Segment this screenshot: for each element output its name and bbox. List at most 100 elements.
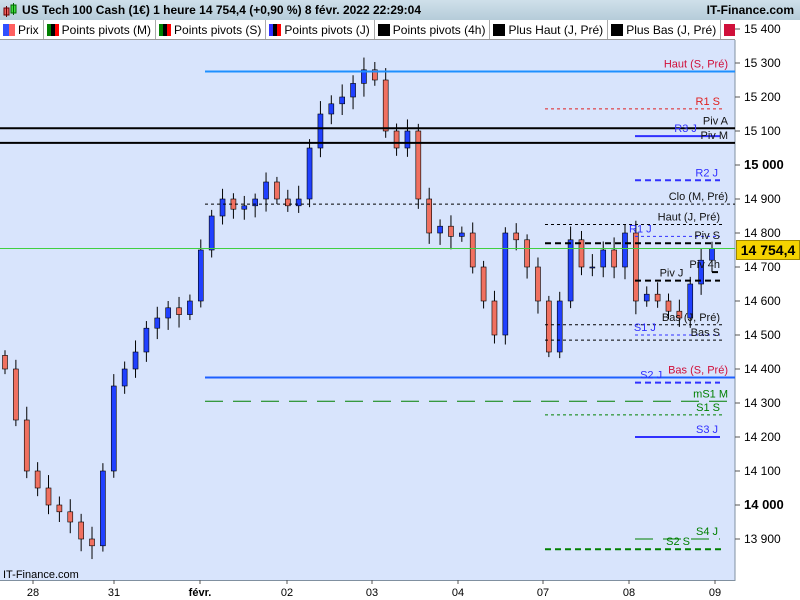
legend-item[interactable]: Points pivots (4h) [375, 20, 491, 39]
candle-body [219, 198, 226, 217]
candle-body [23, 419, 30, 472]
candle-body [513, 232, 520, 241]
candle-body [2, 355, 8, 370]
legend-swatch-icon [611, 23, 624, 36]
candle-body [393, 130, 400, 149]
y-tick-label: 14 500 [744, 328, 781, 342]
candle-body [502, 232, 509, 336]
candle-body [328, 103, 335, 115]
y-tick-label: 14 300 [744, 396, 781, 410]
y-tick-label: 14 100 [744, 464, 781, 478]
legend-swatch-icon [377, 23, 390, 36]
candle-body [295, 198, 302, 207]
candle-body [556, 300, 563, 353]
pivot-level-label: Bas (J, Pré) [662, 312, 720, 324]
candle-body [241, 205, 248, 210]
candle-body [567, 239, 574, 302]
legend-item[interactable]: Points pivots (J) [266, 20, 375, 39]
x-tick-label: 04 [452, 587, 464, 599]
legend-item[interactable]: Plus Bas (J, Pré) [608, 20, 722, 39]
candle-body [252, 198, 258, 207]
candle-body [654, 293, 661, 302]
candle-body [154, 317, 161, 329]
candle-body [469, 232, 476, 268]
legend-item[interactable]: Plus Haut (J, Pré) [490, 20, 609, 39]
candle-body [274, 181, 280, 200]
candle-body [143, 327, 150, 353]
legend-swatch-icon [269, 23, 282, 36]
candlestick-logo-icon [3, 3, 17, 17]
pivot-level-label: S2 J [640, 370, 662, 382]
legend-label: Points pivots (J) [284, 22, 370, 37]
candle-body [350, 83, 356, 98]
candle-body [110, 385, 117, 472]
legend-item[interactable]: Plus Haut (S, Pré) [721, 20, 735, 39]
legend-swatch-icon [46, 23, 59, 36]
pivot-level-label: R1 S [696, 96, 720, 108]
candle-body [197, 249, 204, 302]
legend-item[interactable]: Points pivots (S) [156, 20, 267, 39]
pivot-level-label: Bas (S, Pré) [668, 365, 728, 377]
x-tick-label: févr. [189, 587, 212, 599]
pivot-level-label: Piv S [694, 230, 720, 242]
pivot-level-label: Piv J [660, 268, 684, 280]
pivot-level-label: S1 J [634, 322, 656, 334]
candle-body [306, 147, 313, 200]
plot-area [0, 40, 735, 580]
candle-body [611, 249, 617, 268]
y-tick-label: 14 800 [744, 226, 781, 240]
candle-body [578, 239, 585, 268]
x-tick-label: 28 [27, 587, 39, 599]
x-tick-label: 02 [281, 587, 293, 599]
footer-brand: IT-Finance.com [3, 569, 79, 581]
candle-body [524, 239, 530, 268]
candle-body [317, 113, 324, 149]
legend-label: Prix [18, 22, 39, 37]
pivot-level-label: Piv 4h [689, 259, 720, 271]
chart-title: US Tech 100 Cash (1€) 1 heure 14 754,4 (… [22, 3, 422, 17]
candle-body [372, 69, 378, 81]
candle-body [208, 215, 215, 251]
candle-body [448, 225, 454, 237]
candle-body [67, 511, 74, 523]
candle-body [665, 300, 672, 312]
pivot-level-label: Piv A [703, 115, 729, 127]
candle-body [698, 259, 704, 285]
legend-label: Plus Bas (J, Pré) [626, 22, 717, 37]
candle-body [121, 368, 128, 387]
pivot-level-label: Haut (S, Pré) [664, 59, 728, 71]
y-tick-label: 14 700 [744, 260, 781, 274]
y-tick-label: 14 400 [744, 362, 781, 376]
pivot-level-label: R3 J [674, 123, 697, 135]
y-tick-label: 15 300 [744, 56, 781, 70]
candle-body [491, 300, 498, 336]
title-bar: US Tech 100 Cash (1€) 1 heure 14 754,4 (… [0, 0, 800, 20]
candle-body [426, 198, 433, 234]
pivot-level-label: S1 S [696, 402, 720, 414]
candle-body [361, 69, 367, 84]
candle-body [687, 283, 694, 319]
pivot-level-label: Bas S [691, 327, 720, 339]
legend-swatch-icon [493, 23, 506, 36]
last-price-label: 14 754,4 [736, 240, 800, 260]
candle-body [339, 96, 345, 105]
pivot-level-label: S2 S [666, 536, 690, 548]
pivot-level-label: Haut (J, Pré) [658, 212, 720, 224]
x-tick-label: 08 [623, 587, 635, 599]
y-tick-label: 15 200 [744, 90, 781, 104]
candle-body [622, 232, 628, 268]
candle-body [404, 130, 411, 149]
legend-item[interactable]: Prix [0, 20, 44, 39]
candle-body [437, 225, 443, 234]
x-tick-label: 09 [709, 587, 721, 599]
candle-body [643, 293, 650, 302]
legend-swatch-icon [159, 23, 172, 36]
legend-label: Points pivots (S) [174, 22, 262, 37]
candle-body [459, 232, 465, 237]
candle-body [100, 470, 106, 547]
x-tick-label: 07 [537, 587, 549, 599]
brand-link[interactable]: IT-Finance.com [706, 3, 794, 17]
legend-item[interactable]: Points pivots (M) [44, 20, 157, 39]
pivot-level-label: mS1 M [693, 388, 728, 400]
